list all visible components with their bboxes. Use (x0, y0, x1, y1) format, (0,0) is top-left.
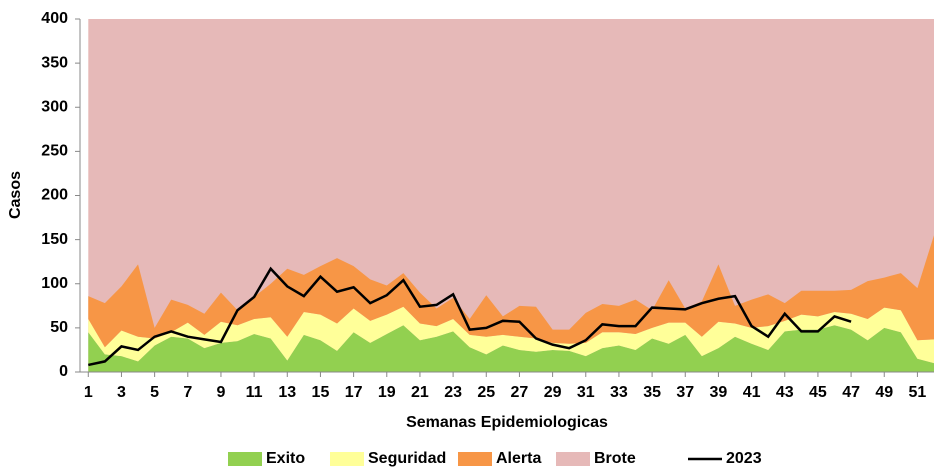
legend-label: Seguridad (368, 450, 446, 467)
x-tick-label: 51 (909, 384, 927, 401)
legend-swatch (330, 452, 364, 466)
x-tick-label: 39 (710, 384, 728, 401)
x-tick-label: 45 (809, 384, 827, 401)
x-tick-label: 9 (216, 384, 225, 401)
x-tick-label: 49 (875, 384, 893, 401)
x-tick-label: 7 (183, 384, 192, 401)
y-tick-label: 150 (41, 231, 68, 248)
legend-label: Brote (594, 450, 636, 467)
legend-label: Alerta (496, 450, 541, 467)
y-tick-label: 200 (41, 187, 68, 204)
x-tick-label: 11 (246, 384, 263, 401)
legend-swatch (458, 452, 492, 466)
x-tick-label: 29 (544, 384, 562, 401)
area (88, 235, 934, 348)
x-tick-label: 1 (84, 384, 93, 401)
y-tick-label: 350 (41, 54, 68, 71)
x-tick-label: 27 (511, 384, 529, 401)
x-tick-label: 15 (312, 384, 330, 401)
y-tick-label: 50 (50, 319, 68, 336)
x-tick-label: 33 (610, 384, 628, 401)
legend-label: 2023 (726, 450, 762, 467)
x-tick-label: 17 (345, 384, 363, 401)
x-axis-title: Semanas Epidemiologicas (406, 414, 608, 431)
x-tick-label: 31 (577, 384, 595, 401)
x-tick-label: 23 (444, 384, 462, 401)
legend-swatch (556, 452, 590, 466)
y-tick-label: 300 (41, 98, 68, 115)
x-tick-label: 13 (278, 384, 296, 401)
legend-label: Exito (266, 450, 305, 467)
legend-swatch (228, 452, 262, 466)
x-tick-label: 35 (643, 384, 661, 401)
y-tick-label: 400 (41, 10, 68, 27)
area (88, 325, 934, 372)
x-tick-label: 25 (477, 384, 495, 401)
x-tick-label: 21 (411, 384, 429, 401)
y-tick-label: 100 (41, 275, 68, 292)
y-axis-title: Casos (7, 171, 24, 219)
x-tick-label: 41 (743, 384, 761, 401)
x-tick-label: 5 (150, 384, 159, 401)
y-tick-label: 0 (59, 363, 68, 380)
x-tick-label: 47 (842, 384, 860, 401)
area (88, 306, 934, 364)
x-tick-label: 19 (378, 384, 396, 401)
x-tick-label: 43 (776, 384, 794, 401)
x-tick-label: 37 (676, 384, 694, 401)
y-tick-label: 250 (41, 143, 68, 160)
x-tick-label: 3 (117, 384, 126, 401)
line (88, 266, 852, 367)
